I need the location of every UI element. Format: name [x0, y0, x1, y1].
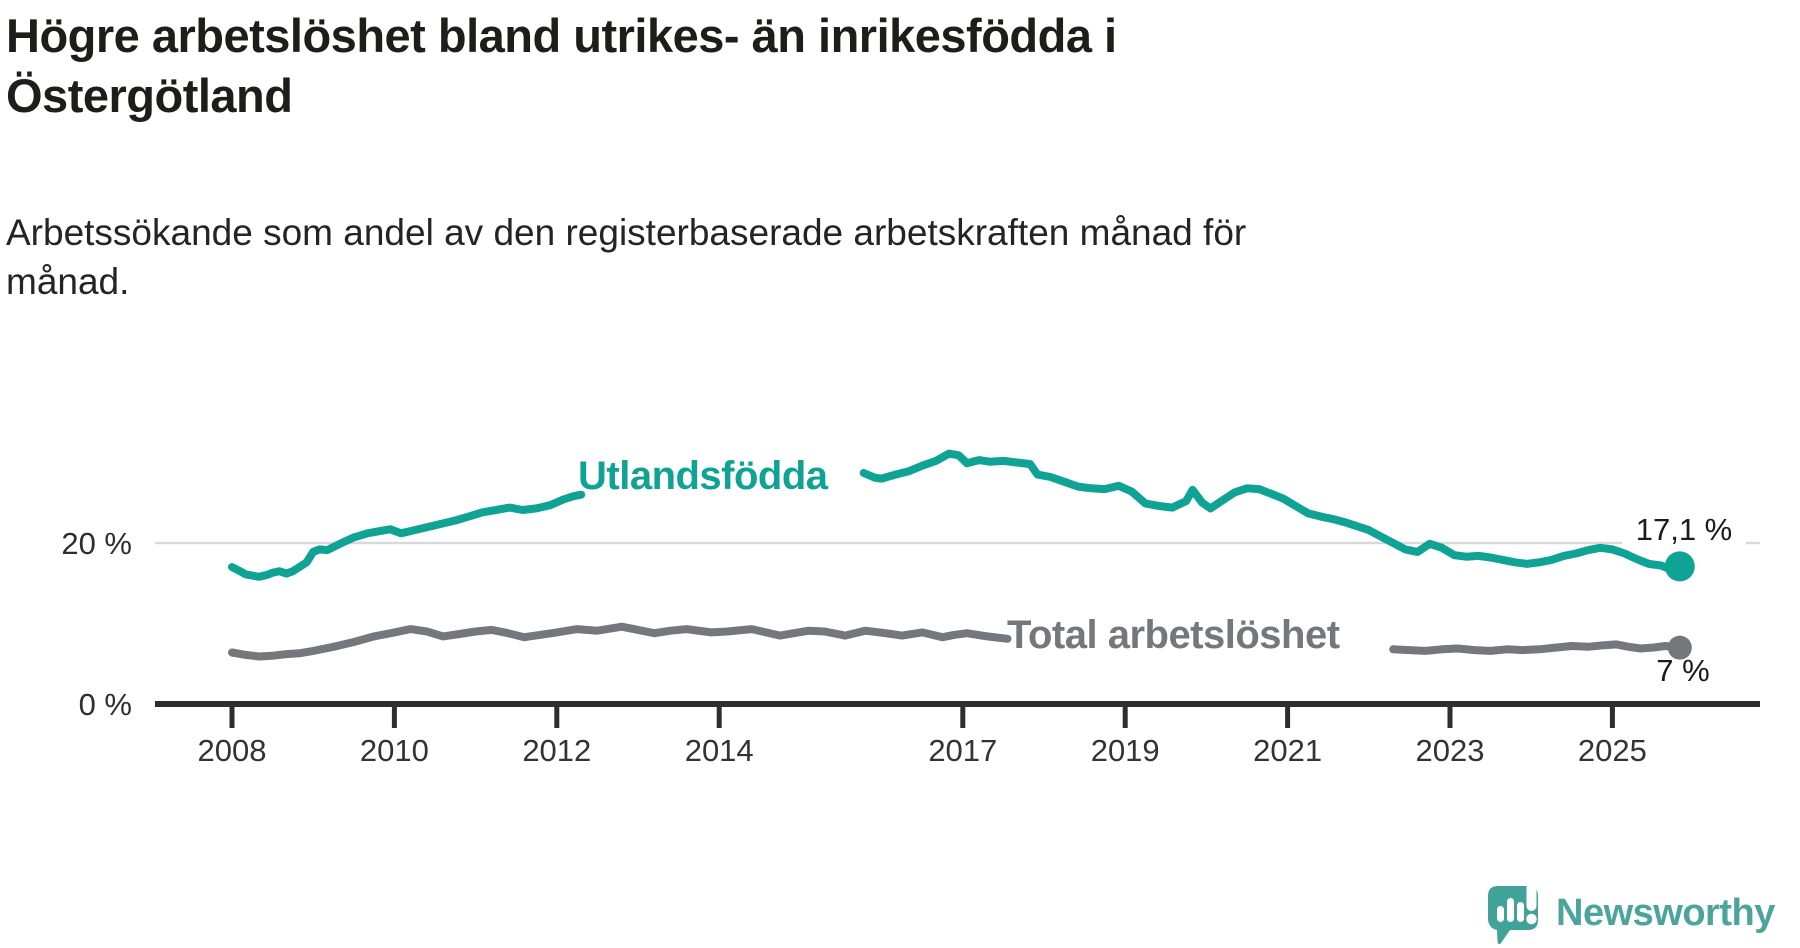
bar-chart-icon [1507, 898, 1514, 922]
page-title: Högre arbetslöshet bland utrikes- än inr… [6, 6, 1426, 125]
title-line-1: Högre arbetslöshet bland utrikes- än inr… [6, 9, 1117, 62]
x-tick-label: 2010 [360, 733, 429, 768]
series-end-dot-utlandsfodda [1664, 551, 1695, 582]
series-line-utlandsfodda [859, 449, 1684, 573]
logo-wordmark: Newsworthy [1556, 892, 1775, 934]
series-end-value-utlandsfodda: 17,1 % [1636, 512, 1733, 547]
x-tick-label: 2012 [522, 733, 591, 768]
title-line-2: Östergötland [6, 68, 293, 122]
subtitle-line-2: månad. [6, 261, 130, 303]
exclamation-icon [1526, 875, 1537, 911]
x-tick-label: 2021 [1253, 733, 1322, 768]
x-tick-label: 2025 [1578, 733, 1647, 768]
series-line-total [228, 622, 1012, 661]
series-end-dot-total [1667, 635, 1692, 660]
x-tick-label: 2008 [198, 733, 267, 768]
y-tick-label: 0 % [79, 687, 132, 722]
series-line-total [1389, 640, 1684, 655]
series-label-total: Total arbetslöshet [1007, 613, 1340, 657]
newsworthy-logo-icon [1488, 875, 1538, 945]
chart-subtitle: Arbetssökande som andel av den registerb… [6, 208, 1486, 306]
subtitle-line-1: Arbetssökande som andel av den registerb… [6, 212, 1247, 253]
y-tick-label: 20 % [61, 526, 132, 561]
series-end-value-total: 7 % [1656, 653, 1709, 688]
exclamation-dot-icon [1526, 913, 1537, 925]
bar-chart-icon [1497, 906, 1504, 922]
newsworthy-logo: Newsworthy [1488, 875, 1776, 945]
bar-chart-icon [1517, 902, 1524, 922]
gridline-label-gap [1622, 511, 1746, 549]
series-line-utlandsfodda [228, 490, 586, 581]
x-tick-label: 2019 [1091, 733, 1160, 768]
x-tick-label: 2017 [928, 733, 997, 768]
series-label-utlandsfodda: Utlandsfödda [578, 454, 829, 498]
x-tick-label: 2023 [1416, 733, 1485, 768]
x-tick-label: 2014 [685, 733, 754, 768]
